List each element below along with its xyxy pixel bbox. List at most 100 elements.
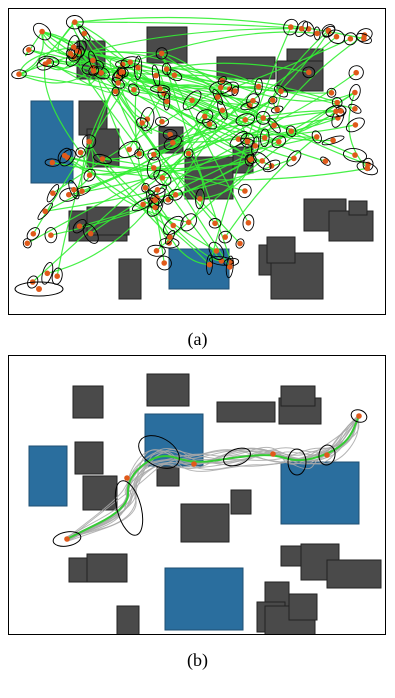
- tree-edge: [32, 67, 139, 235]
- covariance-ellipse: [320, 156, 331, 166]
- belief-node: [255, 83, 262, 90]
- covariance-ellipse: [116, 67, 127, 77]
- covariance-ellipse: [38, 55, 60, 68]
- belief-node: [66, 191, 72, 198]
- covariance-ellipse: [147, 244, 166, 257]
- belief-node: [44, 270, 51, 277]
- belief-node: [361, 35, 367, 42]
- covariance-ellipse: [302, 21, 315, 37]
- belief-node: [30, 231, 37, 237]
- belief-node: [252, 143, 259, 149]
- belief-node: [260, 115, 266, 121]
- belief-node: [250, 97, 256, 104]
- tree-edge: [67, 157, 154, 176]
- covariance-ellipse: [311, 130, 322, 144]
- belief-node: [212, 220, 218, 227]
- tree-edge: [81, 61, 131, 192]
- tree-edge: [188, 31, 330, 155]
- belief-node: [153, 72, 159, 79]
- goal-region: [168, 248, 230, 290]
- belief-node: [270, 97, 276, 103]
- belief-node: [261, 135, 268, 141]
- path-node: [191, 461, 197, 467]
- belief-node: [61, 152, 68, 159]
- path-node: [270, 451, 276, 457]
- belief-node: [291, 155, 297, 162]
- covariance-ellipse: [217, 76, 227, 85]
- belief-node: [185, 219, 192, 226]
- tree-edge: [102, 158, 246, 192]
- belief-node: [16, 71, 22, 77]
- covariance-ellipse: [161, 62, 172, 76]
- covariance-ellipse: [33, 22, 52, 41]
- obstacle: [326, 559, 382, 589]
- belief-node: [298, 25, 305, 32]
- belief-node: [197, 196, 203, 202]
- covariance-ellipse: [348, 65, 364, 81]
- covariance-ellipse: [286, 125, 297, 137]
- obstacle: [216, 401, 276, 423]
- covariance-ellipse: [136, 117, 149, 129]
- belief-node: [170, 139, 176, 146]
- covariance-ellipse: [348, 103, 362, 114]
- covariance-ellipse: [163, 92, 171, 111]
- obstacle: [266, 236, 296, 264]
- covariance-ellipse: [313, 26, 321, 41]
- path-node: [324, 452, 330, 458]
- covariance-ellipse: [164, 229, 176, 245]
- covariance-ellipse: [37, 202, 53, 220]
- covariance-ellipse: [206, 254, 213, 275]
- covariance-ellipse: [155, 47, 168, 60]
- covariance-ellipse: [235, 113, 256, 127]
- belief-node: [268, 163, 275, 169]
- covariance-ellipse: [322, 25, 336, 38]
- sample-trajectory: [68, 415, 359, 542]
- tree-edge: [45, 189, 158, 212]
- tree-edge: [52, 86, 222, 194]
- tree-edge: [102, 99, 274, 160]
- covariance-ellipse: [182, 90, 202, 111]
- belief-node: [288, 128, 295, 134]
- covariance-ellipse: [111, 86, 120, 97]
- belief-node: [171, 72, 178, 78]
- covariance-ellipse: [156, 255, 172, 271]
- start-ellipse: [14, 281, 64, 297]
- obstacle: [118, 258, 142, 300]
- tree-edge: [208, 26, 292, 265]
- covariance-ellipse: [326, 87, 337, 98]
- covariance-ellipse: [147, 148, 161, 161]
- start-node: [36, 286, 42, 292]
- sample-trajectory: [67, 415, 359, 538]
- covariance-ellipse: [212, 89, 223, 105]
- belief-node: [77, 149, 84, 156]
- belief-node: [245, 220, 252, 226]
- covariance-ellipse: [59, 187, 79, 202]
- belief-node: [135, 64, 141, 71]
- covariance-ellipse: [65, 48, 76, 59]
- belief-node: [151, 151, 157, 158]
- belief-node: [364, 165, 371, 172]
- tree-edge: [199, 158, 253, 200]
- covariance-ellipse: [52, 531, 82, 547]
- belief-node: [314, 134, 320, 140]
- tree-edge: [43, 63, 82, 153]
- covariance-ellipse: [75, 147, 86, 158]
- covariance-ellipse: [208, 218, 222, 229]
- obstacle: [328, 210, 374, 242]
- belief-node: [352, 106, 358, 112]
- belief-node: [213, 248, 220, 254]
- belief-node: [201, 113, 208, 120]
- belief-node: [54, 273, 60, 280]
- belief-node: [159, 175, 166, 181]
- tree-edge: [154, 206, 222, 262]
- tree-edge: [32, 109, 223, 283]
- belief-node: [232, 88, 238, 94]
- belief-node: [71, 186, 77, 193]
- covariance-ellipse: [217, 100, 228, 120]
- belief-node: [39, 28, 45, 35]
- covariance-ellipse: [271, 135, 287, 149]
- covariance-ellipse: [148, 194, 163, 207]
- belief-node: [217, 84, 224, 91]
- tree-edge: [161, 53, 232, 263]
- belief-node: [219, 77, 225, 84]
